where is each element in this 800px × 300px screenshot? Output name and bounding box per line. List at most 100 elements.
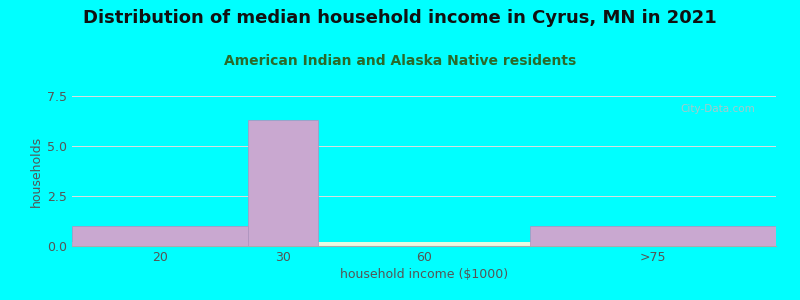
- Bar: [72, 244, 776, 246]
- Bar: [72, 244, 776, 245]
- Bar: [72, 244, 776, 246]
- Bar: [72, 226, 248, 246]
- Text: Distribution of median household income in Cyrus, MN in 2021: Distribution of median household income …: [83, 9, 717, 27]
- Bar: [72, 243, 776, 245]
- Bar: [72, 243, 776, 245]
- Bar: [72, 244, 776, 246]
- Bar: [72, 244, 776, 246]
- Bar: [72, 244, 776, 245]
- Bar: [72, 244, 776, 245]
- Bar: [72, 244, 776, 245]
- Bar: [72, 244, 776, 245]
- Bar: [72, 244, 776, 245]
- Bar: [72, 244, 776, 246]
- Bar: [72, 243, 776, 244]
- Bar: [72, 243, 776, 245]
- Bar: [72, 244, 776, 246]
- Bar: [72, 244, 776, 246]
- Bar: [72, 244, 776, 246]
- Bar: [72, 244, 776, 246]
- Bar: [72, 243, 776, 245]
- Bar: [72, 244, 776, 245]
- Bar: [72, 244, 776, 245]
- Bar: [72, 243, 776, 245]
- Bar: [72, 243, 776, 244]
- Bar: [72, 244, 776, 246]
- Bar: [72, 244, 776, 246]
- Bar: [72, 243, 776, 245]
- Bar: [72, 244, 776, 245]
- Bar: [72, 244, 776, 245]
- Bar: [72, 244, 776, 245]
- Bar: [72, 243, 776, 245]
- Bar: [72, 243, 776, 245]
- Bar: [72, 244, 776, 245]
- Bar: [72, 244, 776, 246]
- Bar: [72, 244, 776, 245]
- Bar: [72, 243, 776, 245]
- Bar: [72, 244, 776, 245]
- Bar: [72, 243, 776, 245]
- Bar: [72, 244, 776, 246]
- Bar: [72, 244, 776, 245]
- Text: City-Data.com: City-Data.com: [680, 103, 755, 113]
- Bar: [72, 244, 776, 246]
- Bar: [72, 244, 776, 245]
- Bar: [72, 244, 776, 245]
- X-axis label: household income ($1000): household income ($1000): [340, 268, 508, 281]
- Bar: [72, 244, 776, 245]
- Bar: [72, 244, 776, 246]
- Bar: [72, 244, 776, 245]
- Bar: [72, 243, 776, 245]
- Bar: [72, 244, 776, 245]
- Bar: [72, 243, 776, 245]
- Bar: [72, 244, 776, 245]
- Bar: [72, 244, 776, 246]
- Bar: [72, 243, 776, 245]
- Bar: [72, 243, 776, 244]
- Bar: [72, 243, 776, 244]
- Bar: [72, 244, 776, 245]
- Bar: [72, 244, 776, 245]
- Bar: [72, 244, 776, 245]
- Bar: [72, 244, 776, 246]
- Bar: [72, 244, 776, 245]
- Bar: [72, 244, 776, 245]
- Bar: [72, 243, 776, 244]
- Bar: [72, 244, 776, 246]
- Bar: [72, 243, 776, 244]
- Bar: [72, 243, 776, 244]
- Bar: [72, 243, 776, 244]
- Bar: [72, 243, 776, 245]
- Bar: [72, 244, 776, 245]
- Bar: [72, 244, 776, 246]
- Bar: [72, 243, 776, 245]
- Text: American Indian and Alaska Native residents: American Indian and Alaska Native reside…: [224, 54, 576, 68]
- Bar: [72, 244, 776, 246]
- Bar: [72, 243, 776, 245]
- Bar: [72, 243, 776, 245]
- Bar: [72, 244, 776, 246]
- Bar: [72, 243, 776, 245]
- Bar: [248, 120, 318, 246]
- Bar: [72, 244, 776, 245]
- Bar: [72, 244, 776, 245]
- Bar: [72, 244, 776, 245]
- Bar: [72, 244, 776, 246]
- Bar: [72, 244, 776, 246]
- Bar: [72, 244, 776, 246]
- Bar: [72, 243, 776, 244]
- Bar: [72, 244, 776, 245]
- Bar: [72, 244, 776, 246]
- Bar: [72, 244, 776, 246]
- Bar: [72, 244, 776, 245]
- Bar: [72, 244, 776, 246]
- Bar: [72, 244, 776, 246]
- Bar: [72, 244, 776, 245]
- Bar: [72, 244, 776, 245]
- Bar: [530, 226, 776, 246]
- Bar: [72, 244, 776, 245]
- Bar: [72, 244, 776, 245]
- Bar: [72, 244, 776, 245]
- Bar: [72, 244, 776, 246]
